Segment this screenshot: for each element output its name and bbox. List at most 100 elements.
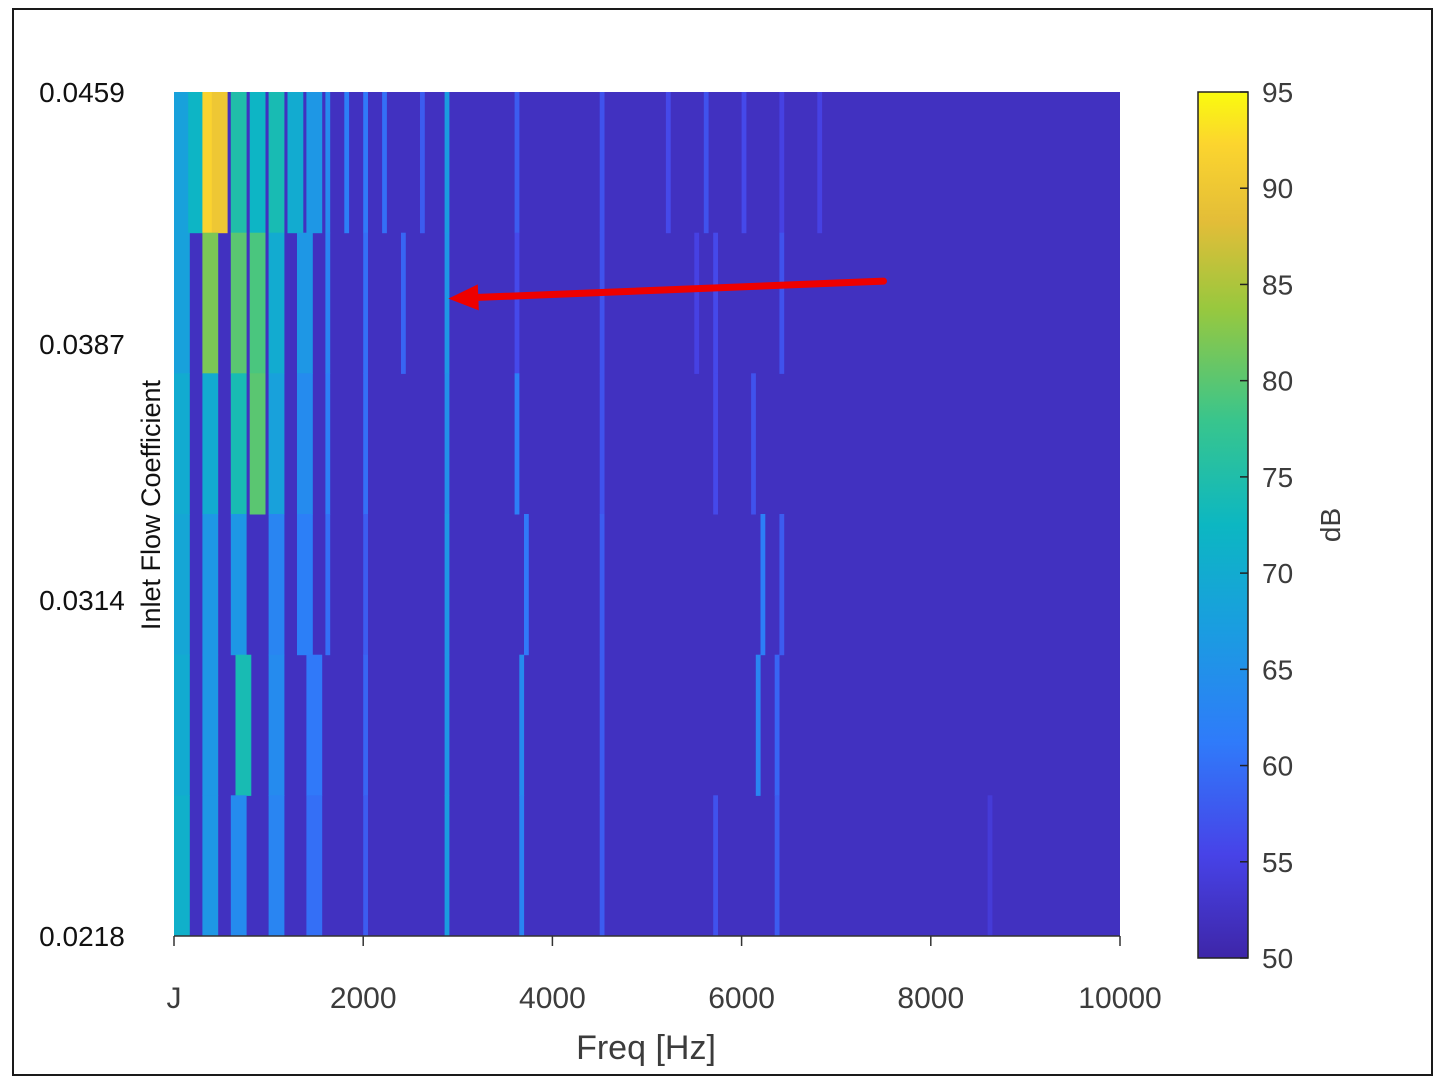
colorbar-tick-label: 75 bbox=[1262, 462, 1293, 493]
heatmap-cell bbox=[306, 92, 323, 234]
heatmap-cell bbox=[230, 373, 247, 515]
heatmap-cell bbox=[230, 92, 247, 234]
x-axis: J 2000 4000 6000 8000 10000 bbox=[167, 935, 1162, 1015]
heatmap-cell bbox=[325, 92, 331, 234]
colorbar: 50 55 60 65 70 75 80 85 90 95 bbox=[1197, 77, 1293, 974]
x-tick-label: 8000 bbox=[897, 982, 964, 1015]
heatmap-cell bbox=[444, 232, 450, 374]
heatmap-cell bbox=[363, 92, 368, 234]
arrow-head bbox=[448, 284, 479, 311]
heatmap-cell bbox=[420, 92, 425, 234]
x-tick-label: 2000 bbox=[330, 982, 397, 1015]
heatmap-cell bbox=[268, 373, 285, 515]
heatmap-cell bbox=[401, 232, 406, 374]
heatmap-cell bbox=[363, 795, 368, 937]
heatmap-cell bbox=[297, 514, 313, 656]
heatmap-cell bbox=[444, 92, 450, 234]
heatmap-cell bbox=[760, 514, 766, 656]
heatmap-cell bbox=[703, 92, 709, 234]
heatmap-cell bbox=[599, 232, 605, 374]
heatmap-cell bbox=[514, 92, 520, 234]
heatmap-cell bbox=[713, 373, 718, 515]
heatmap-cell bbox=[444, 795, 450, 937]
heatmap-cell bbox=[514, 232, 520, 374]
heatmap-cell bbox=[599, 373, 605, 515]
heatmap-cell bbox=[599, 654, 605, 796]
heatmap-cell bbox=[249, 92, 266, 234]
heatmap-cell bbox=[325, 373, 331, 515]
heatmap-cell bbox=[325, 514, 331, 656]
heatmap-cell bbox=[363, 373, 368, 515]
heatmap-cell bbox=[297, 373, 313, 515]
heatmap-cell bbox=[363, 654, 368, 796]
y-tick-label: 0.0218 bbox=[39, 921, 125, 952]
x-tick-label: 6000 bbox=[708, 982, 775, 1015]
colorbar-tick-label: 50 bbox=[1262, 943, 1293, 974]
colorbar-tick-label: 80 bbox=[1262, 366, 1293, 397]
heatmap-cell bbox=[363, 514, 368, 656]
heatmap-cell bbox=[268, 514, 285, 656]
heatmap-cell bbox=[774, 795, 780, 937]
heatmap-cell bbox=[382, 92, 387, 234]
colorbar-ramp bbox=[1197, 91, 1249, 959]
heatmap-cell bbox=[514, 373, 520, 515]
heatmap-cell bbox=[268, 92, 285, 234]
heatmap-cell bbox=[202, 232, 219, 374]
y-tick-label: 0.0314 bbox=[39, 585, 125, 616]
heatmap-cell bbox=[779, 92, 785, 234]
heatmap-cell bbox=[174, 795, 190, 937]
heatmap-cell bbox=[188, 92, 204, 234]
heatmap-cell bbox=[174, 373, 190, 515]
heatmap-cell bbox=[779, 232, 785, 374]
x-tick-label: 10000 bbox=[1078, 982, 1161, 1015]
colorbar-tick-label: 90 bbox=[1262, 173, 1293, 204]
heatmap-cell bbox=[230, 514, 247, 656]
heatmap-cell bbox=[249, 232, 266, 374]
colorbar-tick-label: 85 bbox=[1262, 269, 1293, 300]
x-tick-label: J bbox=[167, 982, 182, 1015]
annotation-arrow bbox=[448, 277, 887, 311]
heatmap-cell bbox=[599, 795, 605, 937]
y-axis: 0.0459 0.0387 0.0314 0.0218 bbox=[39, 77, 125, 952]
arrow-shaft bbox=[474, 277, 887, 301]
heatmap-cell bbox=[694, 232, 700, 374]
y-axis-label: Inlet Flow Coefficient bbox=[136, 379, 166, 630]
heatmap-cell bbox=[774, 654, 780, 796]
heatmap-cell bbox=[665, 92, 671, 234]
heatmap-cell bbox=[306, 654, 323, 796]
y-tick-label: 0.0387 bbox=[39, 329, 125, 360]
heatmap-cell bbox=[202, 514, 219, 656]
heatmap-cell bbox=[344, 92, 350, 234]
colorbar-tick-label: 60 bbox=[1262, 751, 1293, 782]
heatmap-cell bbox=[174, 654, 190, 796]
heatmap-cell bbox=[363, 232, 368, 374]
heatmap-cell bbox=[202, 654, 219, 796]
colorbar-label: dB bbox=[1315, 508, 1346, 542]
heatmap-cell bbox=[268, 795, 285, 937]
heatmap-cell bbox=[755, 654, 761, 796]
y-tick-label: 0.0459 bbox=[39, 77, 125, 108]
heatmap-cells bbox=[174, 92, 1120, 937]
heatmap-background bbox=[174, 92, 1120, 936]
heatmap-cell bbox=[235, 654, 252, 796]
heatmap-cell bbox=[444, 514, 450, 656]
heatmap-cell bbox=[211, 92, 228, 234]
heatmap-cell bbox=[268, 232, 285, 374]
heatmap-cell bbox=[741, 92, 747, 234]
heatmap-cell bbox=[306, 795, 323, 937]
heatmap-cell bbox=[713, 232, 718, 374]
heatmap-cell bbox=[599, 92, 605, 234]
heatmap-cell bbox=[297, 232, 313, 374]
heatmap-cell bbox=[268, 654, 285, 796]
heatmap-cell bbox=[519, 795, 525, 937]
heatmap-cell bbox=[519, 654, 525, 796]
heatmap-cell bbox=[174, 514, 190, 656]
x-tick-label: 4000 bbox=[519, 982, 586, 1015]
heatmap-cell bbox=[249, 373, 266, 515]
heatmap-cell bbox=[230, 232, 247, 374]
heatmap-cell bbox=[599, 514, 605, 656]
heatmap-cell bbox=[230, 795, 247, 937]
heatmap-cell bbox=[287, 92, 304, 234]
colorbar-tick-label: 70 bbox=[1262, 558, 1293, 589]
